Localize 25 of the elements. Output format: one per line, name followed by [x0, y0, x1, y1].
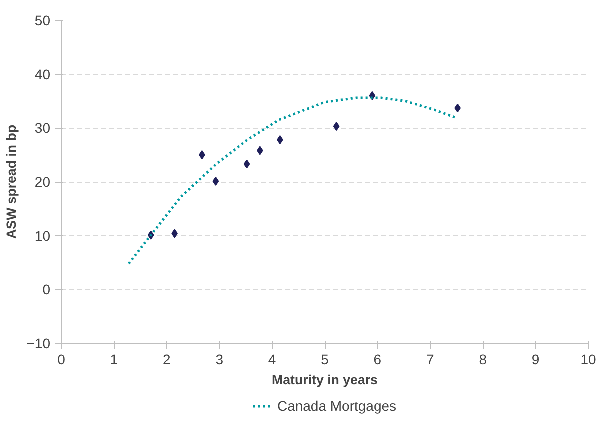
x-tick-label: 2	[163, 352, 172, 368]
x-tick-label: 1	[110, 352, 118, 368]
x-tick-label: 9	[532, 352, 540, 368]
x-tick-label: 0	[58, 352, 66, 368]
x-tick-label: 3	[216, 352, 224, 368]
x-tick-label: 10	[580, 352, 596, 368]
x-tick-label: 5	[321, 352, 330, 368]
y-tick-label: 50	[34, 12, 51, 28]
y-tick-label: 0	[42, 282, 51, 298]
legend-label: Canada Mortgages	[277, 398, 397, 414]
point	[244, 160, 250, 169]
x-tick-label: 6	[374, 352, 382, 368]
x-tick-label: 7	[426, 352, 435, 368]
point	[333, 122, 340, 132]
line-series	[128, 96, 458, 266]
y-axis-title: ASW spread in bp	[4, 124, 19, 240]
x-axis-title: Maturity in years	[272, 372, 378, 388]
y-tick-label: 30	[34, 120, 51, 136]
y-tick-label: 10	[34, 228, 51, 244]
x-tick-label: 8	[479, 352, 488, 368]
point	[212, 176, 220, 186]
y-tick-label: 40	[34, 66, 51, 82]
y-tick-label: −10	[26, 336, 51, 352]
y-tick-label: 20	[34, 174, 51, 190]
x-tick-label: 4	[268, 352, 276, 368]
